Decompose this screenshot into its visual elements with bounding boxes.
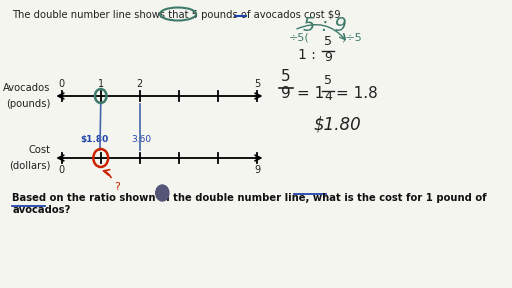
Circle shape (156, 185, 169, 201)
Text: ?: ? (114, 182, 120, 192)
Text: 3.60: 3.60 (132, 135, 152, 144)
Text: 0: 0 (58, 165, 65, 175)
Text: 5 : 9: 5 : 9 (303, 16, 347, 35)
Text: = 1: = 1 (297, 86, 324, 101)
Text: 5: 5 (324, 74, 332, 87)
Text: = 1.8: = 1.8 (336, 86, 378, 101)
Text: 9: 9 (254, 165, 260, 175)
Text: 2: 2 (137, 79, 143, 89)
Text: 0: 0 (58, 79, 65, 89)
Text: Avocados: Avocados (3, 83, 50, 93)
Text: Based on the ratio shown in the double number line, what is the cost for 1 pound: Based on the ratio shown in the double n… (12, 193, 487, 203)
Text: avocados?: avocados? (12, 205, 71, 215)
Text: Cost: Cost (28, 145, 50, 155)
Text: $1.80: $1.80 (313, 116, 361, 134)
Text: 5: 5 (254, 79, 260, 89)
Text: ÷5(: ÷5( (289, 32, 309, 42)
Text: 5: 5 (281, 69, 291, 84)
Text: 4: 4 (324, 90, 332, 103)
Text: $1.80: $1.80 (80, 135, 108, 144)
Text: 1 :: 1 : (298, 48, 316, 62)
Text: 1: 1 (98, 79, 104, 89)
Text: )÷5: )÷5 (342, 32, 362, 42)
Text: 9: 9 (281, 86, 291, 101)
Text: The double number line shows that 5 pounds of avocados cost $9.: The double number line shows that 5 poun… (12, 10, 344, 20)
Text: (dollars): (dollars) (9, 161, 50, 171)
Text: (pounds): (pounds) (6, 99, 50, 109)
Text: 9: 9 (324, 51, 332, 64)
Text: 5: 5 (324, 35, 332, 48)
